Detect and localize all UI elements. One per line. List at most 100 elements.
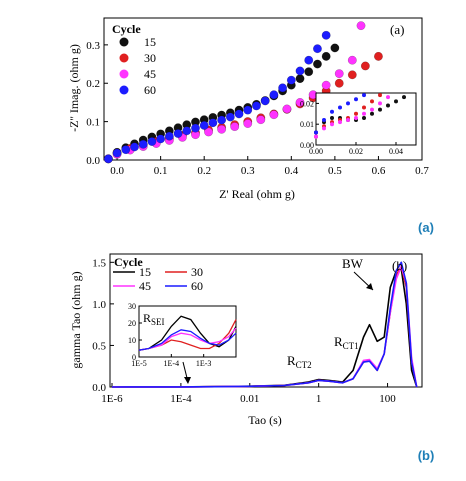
chart-b-line-60	[111, 261, 418, 388]
chart-a: 0.0 0.1 0.2 0.3 0.4 0.5 0.6 0.7 0.0 0.1 0.2 0.3 Z'…	[67, 17, 429, 201]
chart-a-point-60	[234, 109, 244, 119]
chart-a-inset-point-30	[378, 93, 382, 98]
chart-b-frame	[109, 253, 423, 388]
chart-a-point-45	[243, 119, 253, 128]
chart-a-inset-point-15	[330, 115, 334, 120]
chart-b-inset-ytick-label: 20	[128, 319, 136, 328]
chart-b-ytick-label: 1.0	[92, 299, 106, 311]
chart-a-point-60	[225, 112, 235, 122]
chart-a-point-45	[347, 55, 357, 65]
chart-a-point-45	[269, 110, 279, 120]
chart-a-inset-point-60	[330, 109, 334, 114]
chart-a-ytick-label: 0.1	[86, 117, 100, 129]
chart-a-ylabel: -Z'' Imag. (ohm g)	[67, 44, 81, 132]
chart-b-inset-xtick-label: 1E-4	[164, 359, 180, 368]
chart-a-inset-point-60	[346, 101, 350, 106]
chart-a-panel-label: (a)	[390, 22, 404, 37]
chart-b-xtick-label: 1	[316, 393, 322, 405]
chart-a-point-60	[191, 123, 200, 133]
chart-a-inset-xtick-label: 0.02	[349, 147, 363, 156]
chart-a-inset-ytick-label: 0.01	[300, 120, 314, 129]
chart-a-point-60	[156, 134, 166, 144]
chart-a-inset-xtick-label: 0.04	[389, 147, 403, 156]
chart-a-point-45	[204, 127, 213, 137]
chart-b-inset-label: RSEI	[143, 311, 165, 327]
chart-a-point-60	[217, 115, 227, 125]
chart-a-legend-marker-30	[119, 53, 129, 63]
chart-a-point-60	[260, 96, 270, 106]
chart-b-xtick-label: 1E-4	[170, 393, 192, 405]
chart-a-point-60	[252, 101, 261, 111]
chart-a-inset-point-15	[362, 115, 366, 120]
chart-a-xtick-label: 0.4	[284, 165, 298, 177]
chart-b-inset-xtick-label: 1E-3	[196, 359, 212, 368]
chart-a-point-30	[347, 70, 357, 80]
chart-a-inset-point-60	[322, 118, 326, 123]
chart-a-legend-marker-60	[119, 85, 129, 95]
chart-a-point-45	[230, 122, 240, 132]
chart-a-inset-point-45	[322, 126, 326, 131]
chart-a-frame	[103, 17, 423, 161]
chart-b-annotation-rct2: RCT2	[287, 353, 312, 370]
chart-a-point-60	[199, 121, 209, 130]
chart-a-xtick-label: 0.5	[328, 165, 342, 177]
chart-a-xtick-label: 0.3	[241, 165, 255, 177]
chart-a-inset-point-60	[338, 105, 342, 110]
chart-a-inset-point-45	[346, 118, 350, 123]
chart-a-point-60	[164, 131, 174, 141]
chart-a-point-45	[356, 21, 366, 31]
chart-a-ytick-label: 0.2	[86, 78, 100, 90]
chart-a-point-60	[130, 142, 139, 152]
chart-a-point-30	[360, 61, 370, 71]
chart-a-inset-xtick-label: 0.00	[309, 147, 323, 156]
chart-a-inset-point-45	[338, 120, 342, 125]
chart-a-point-60	[313, 44, 322, 54]
chart-b-legend-label: 15	[139, 265, 151, 279]
chart-a-point-45	[321, 80, 331, 90]
chart-b-annotation-rct1: RCT1	[334, 334, 359, 351]
chart-a-xlabel: Z' Real (ohm g)	[219, 187, 295, 201]
chart-b-inset-line-60	[138, 329, 237, 351]
chart-a-point-60	[182, 126, 192, 136]
chart-a-inset-point-60	[354, 97, 358, 102]
chart-b-xtick-label: 100	[379, 393, 396, 405]
chart-b-legend-label: 30	[191, 265, 203, 279]
chart-a-point-60	[173, 129, 183, 138]
chart-a-inset-point-45	[314, 134, 318, 139]
chart-b-ytick-label: 1.5	[92, 257, 106, 269]
chart-b-legend-label: 45	[139, 279, 151, 293]
chart-a-point-60	[243, 105, 253, 115]
chart-a-legend-label: 45	[144, 67, 156, 81]
chart-b-inset-ytick-label: 10	[128, 336, 136, 345]
chart-b-caption: (b)	[418, 448, 435, 463]
chart-a-caption: (a)	[418, 220, 434, 235]
chart-a-xtick-label: 0.6	[372, 165, 386, 177]
chart-a-xtick-label: 0.2	[197, 165, 211, 177]
chart-a-xtick-label: 0.7	[415, 165, 429, 177]
chart-b-ytick-label: 0.5	[92, 340, 106, 352]
chart-a-inset-ytick-label: 0.00	[300, 141, 314, 150]
chart-b-panel-label: (b)	[392, 258, 407, 273]
chart-a-inset-point-45	[330, 122, 334, 127]
chart-a-ytick-label: 0.0	[86, 155, 100, 167]
chart-a-inset-point-30	[362, 105, 366, 110]
chart-a-inset-point-15	[378, 107, 382, 112]
chart-a-legend-label: 15	[144, 35, 156, 49]
chart-b-ytick-label: 0.0	[92, 382, 106, 394]
chart-b-inset-xtick-label: 1E-5	[131, 359, 147, 368]
chart-b-xlabel: Tao (s)	[248, 413, 281, 427]
chart-b-annotation-bw-arrowhead	[366, 283, 373, 290]
chart-b-legend-title: Cycle	[114, 255, 143, 269]
chart-a-point-60	[112, 148, 122, 158]
chart-a-inset-point-45	[370, 107, 374, 112]
chart-a-point-30	[334, 78, 344, 88]
chart-a-point-45	[295, 97, 305, 107]
chart-b-inset-arrowhead	[184, 377, 191, 384]
chart-a-xtick-label: 0.0	[110, 165, 124, 177]
chart-a-point-60	[103, 154, 113, 164]
chart-a-point-15	[321, 51, 331, 61]
chart-a-point-15	[313, 59, 322, 69]
chart-a-legend-label: 30	[144, 51, 156, 65]
chart-a-inset-point-15	[394, 99, 398, 104]
